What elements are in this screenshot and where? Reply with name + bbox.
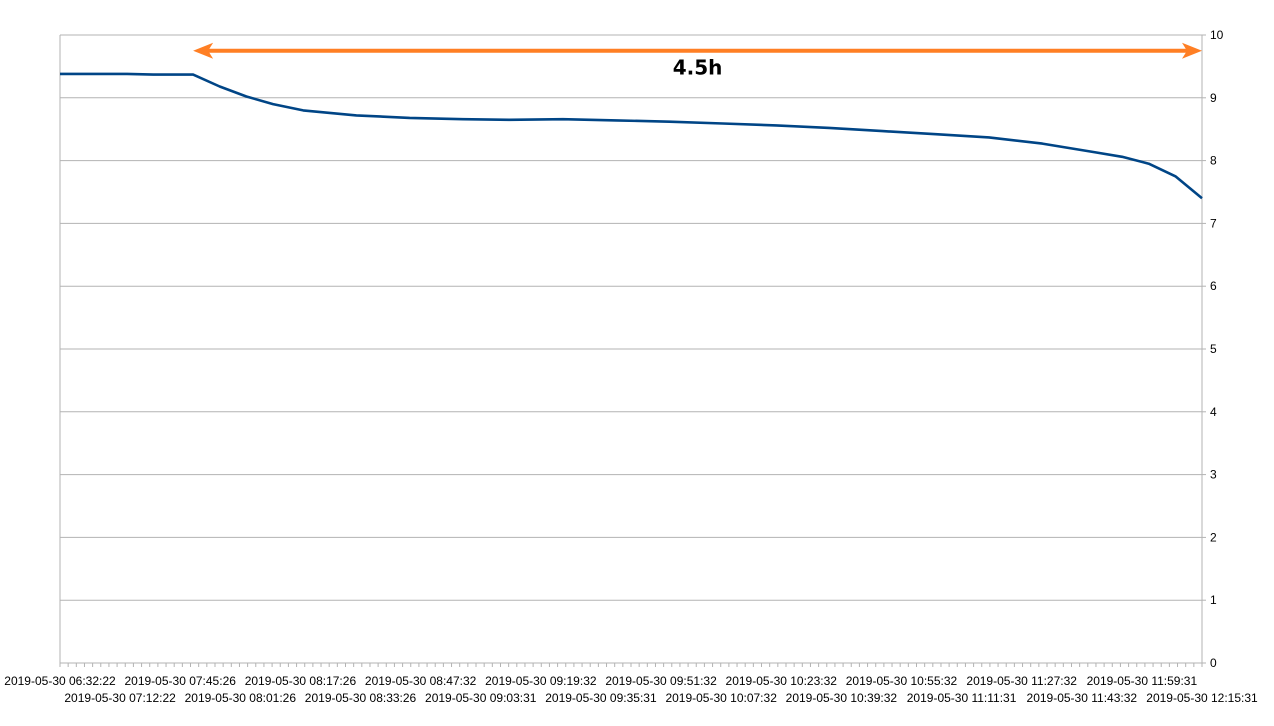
x-tick-label: 2019-05-30 11:11:31 <box>907 691 1017 705</box>
x-tick-label: 2019-05-30 11:43:32 <box>1027 691 1138 705</box>
y-tick-label: 4 <box>1210 405 1217 419</box>
y-tick-label: 9 <box>1210 91 1217 105</box>
y-tick-label: 7 <box>1210 216 1217 230</box>
y-tick-label: 3 <box>1210 468 1217 482</box>
x-tick-label: 2019-05-30 12:15:31 <box>1146 691 1258 705</box>
x-tick-label: 2019-05-30 06:32:22 <box>4 674 116 688</box>
annotation-label: 4.5h <box>673 56 723 80</box>
duration-annotation: 4.5h <box>193 42 1202 80</box>
y-tick-label: 1 <box>1210 593 1217 607</box>
arrow-head-right <box>1182 42 1202 59</box>
x-tick-label: 2019-05-30 09:51:32 <box>605 674 717 688</box>
y-tick-label: 10 <box>1210 28 1224 42</box>
x-tick-label: 2019-05-30 09:19:32 <box>485 674 597 688</box>
y-tick-label: 2 <box>1210 530 1217 544</box>
gridlines <box>59 34 1203 664</box>
x-tick-label: 2019-05-30 07:45:26 <box>124 674 236 688</box>
series-line <box>60 72 1203 200</box>
x-tick-label: 2019-05-30 08:01:26 <box>185 691 297 705</box>
arrow-head-left <box>193 42 214 59</box>
y-tick-label: 6 <box>1210 279 1217 293</box>
x-tick-label: 2019-05-30 08:33:26 <box>305 691 417 705</box>
x-tick-label: 2019-05-30 11:59:31 <box>1087 674 1198 688</box>
x-tick-label: 2019-05-30 07:12:22 <box>64 691 176 705</box>
x-tick-label: 2019-05-30 10:55:32 <box>846 674 958 688</box>
y-tick-label: 5 <box>1210 342 1217 356</box>
x-tick-label: 2019-05-30 11:27:32 <box>966 674 1077 688</box>
y-axis-ticks: 0 1 2 3 4 5 6 7 8 9 10 <box>1202 28 1224 670</box>
x-tick-label: 2019-05-30 09:03:31 <box>425 691 537 705</box>
x-tick-label: 2019-05-30 10:07:32 <box>665 691 777 705</box>
x-tick-label: 2019-05-30 10:39:32 <box>786 691 898 705</box>
x-tick-label: 2019-05-30 08:17:26 <box>245 674 357 688</box>
y-tick-label: 8 <box>1210 154 1217 168</box>
y-tick-label: 0 <box>1210 656 1217 670</box>
x-axis-ticks: 2019-05-30 06:32:22 2019-05-30 07:45:26 20… <box>4 663 1258 705</box>
x-tick-label: 2019-05-30 10:23:32 <box>726 674 838 688</box>
x-tick-label: 2019-05-30 09:35:31 <box>545 691 657 705</box>
x-tick-label: 2019-05-30 08:47:32 <box>365 674 477 688</box>
